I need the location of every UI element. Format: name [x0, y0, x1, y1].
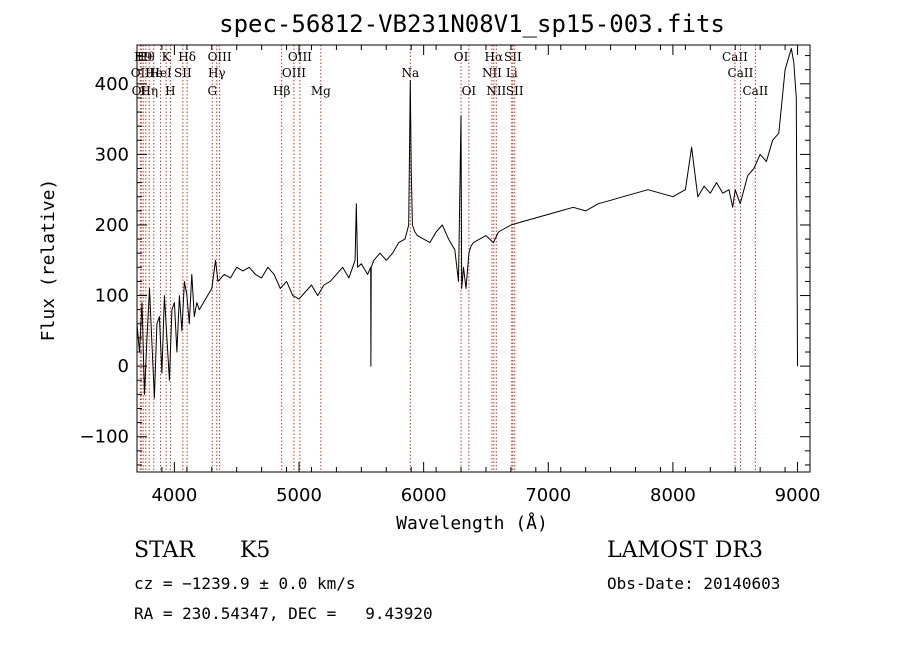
x-tick-label: 8000: [650, 485, 696, 506]
y-tick-label: 300: [95, 144, 129, 165]
line-marker-label: He: [145, 66, 163, 80]
line-marker-label: SII: [506, 84, 524, 98]
line-marker-label: H9: [134, 50, 152, 64]
line-marker-label: OIII: [282, 66, 306, 80]
x-tick-label: 5000: [276, 485, 322, 506]
line-marker-label: Mg: [311, 84, 331, 98]
y-tick-label: 100: [95, 286, 129, 307]
coordinates: RA = 230.54347, DEC = 9.43920: [134, 604, 433, 623]
line-marker-label: Hθ: [137, 50, 155, 64]
obs-date: Obs-Date: 20140603: [607, 574, 781, 593]
line-marker-label: HeI: [149, 66, 172, 80]
line-marker-label: Hβ: [273, 84, 290, 98]
plot-frame: [136, 44, 811, 473]
line-marker-label: OI: [454, 50, 469, 64]
y-tick-label: 400: [95, 74, 129, 95]
line-marker-label: Hδ: [178, 50, 196, 64]
line-marker-label: Na: [401, 66, 419, 80]
object-class: STAR: [134, 538, 195, 563]
line-marker-label: K: [162, 50, 172, 64]
y-tick-label: 200: [95, 215, 129, 236]
line-marker-label: Hη: [140, 84, 158, 98]
line-marker-label: NII: [482, 66, 502, 80]
spectrum-series-1: [136, 48, 798, 399]
line-marker-label: CaII: [742, 84, 768, 98]
line-marker-label: CaII: [722, 50, 748, 64]
line-marker-label: G: [207, 84, 217, 98]
line-marker-label: CaII: [728, 66, 754, 80]
object-subclass: K5: [240, 538, 271, 563]
x-tick-label: 6000: [401, 485, 447, 506]
line-marker-label: OIII: [288, 50, 312, 64]
y-axis-ticks: −100 0 100 200 300 400: [80, 55, 810, 466]
chart-title: spec-56812-VB231N08V1_sp15-003.fits: [219, 10, 725, 38]
survey-name: LAMOST DR3: [607, 538, 763, 563]
x-tick-label: 9000: [775, 485, 821, 506]
line-marker-label: SII: [504, 50, 522, 64]
line-marker-label: OI: [462, 84, 477, 98]
line-marker-label: OIII: [208, 50, 232, 64]
line-marker-label: H: [165, 84, 175, 98]
spectral-line-markers: OIIOIIH9HθHηHeHeIKHSIIHδGHγOIIIHβOIIIOII…: [131, 45, 769, 472]
plot-area: [136, 48, 798, 399]
y-tick-label: 0: [118, 356, 129, 377]
line-marker-label: Hγ: [208, 66, 226, 80]
line-marker-label: SII: [174, 66, 192, 80]
x-axis-ticks: 4000 5000 6000 7000 8000 9000: [136, 45, 821, 506]
y-axis-label: Flux (relative): [38, 179, 59, 342]
redshift-line: cz = −1239.9 ± 0.0 km/s: [134, 574, 356, 593]
x-tick-label: 7000: [525, 485, 571, 506]
line-marker-label: Li: [506, 66, 518, 80]
x-tick-label: 4000: [151, 485, 197, 506]
line-marker-label: NII: [486, 84, 506, 98]
line-marker-label: Hα: [485, 50, 504, 64]
y-tick-label: −100: [80, 427, 129, 448]
x-axis-label: Wavelength (Å): [396, 512, 548, 534]
